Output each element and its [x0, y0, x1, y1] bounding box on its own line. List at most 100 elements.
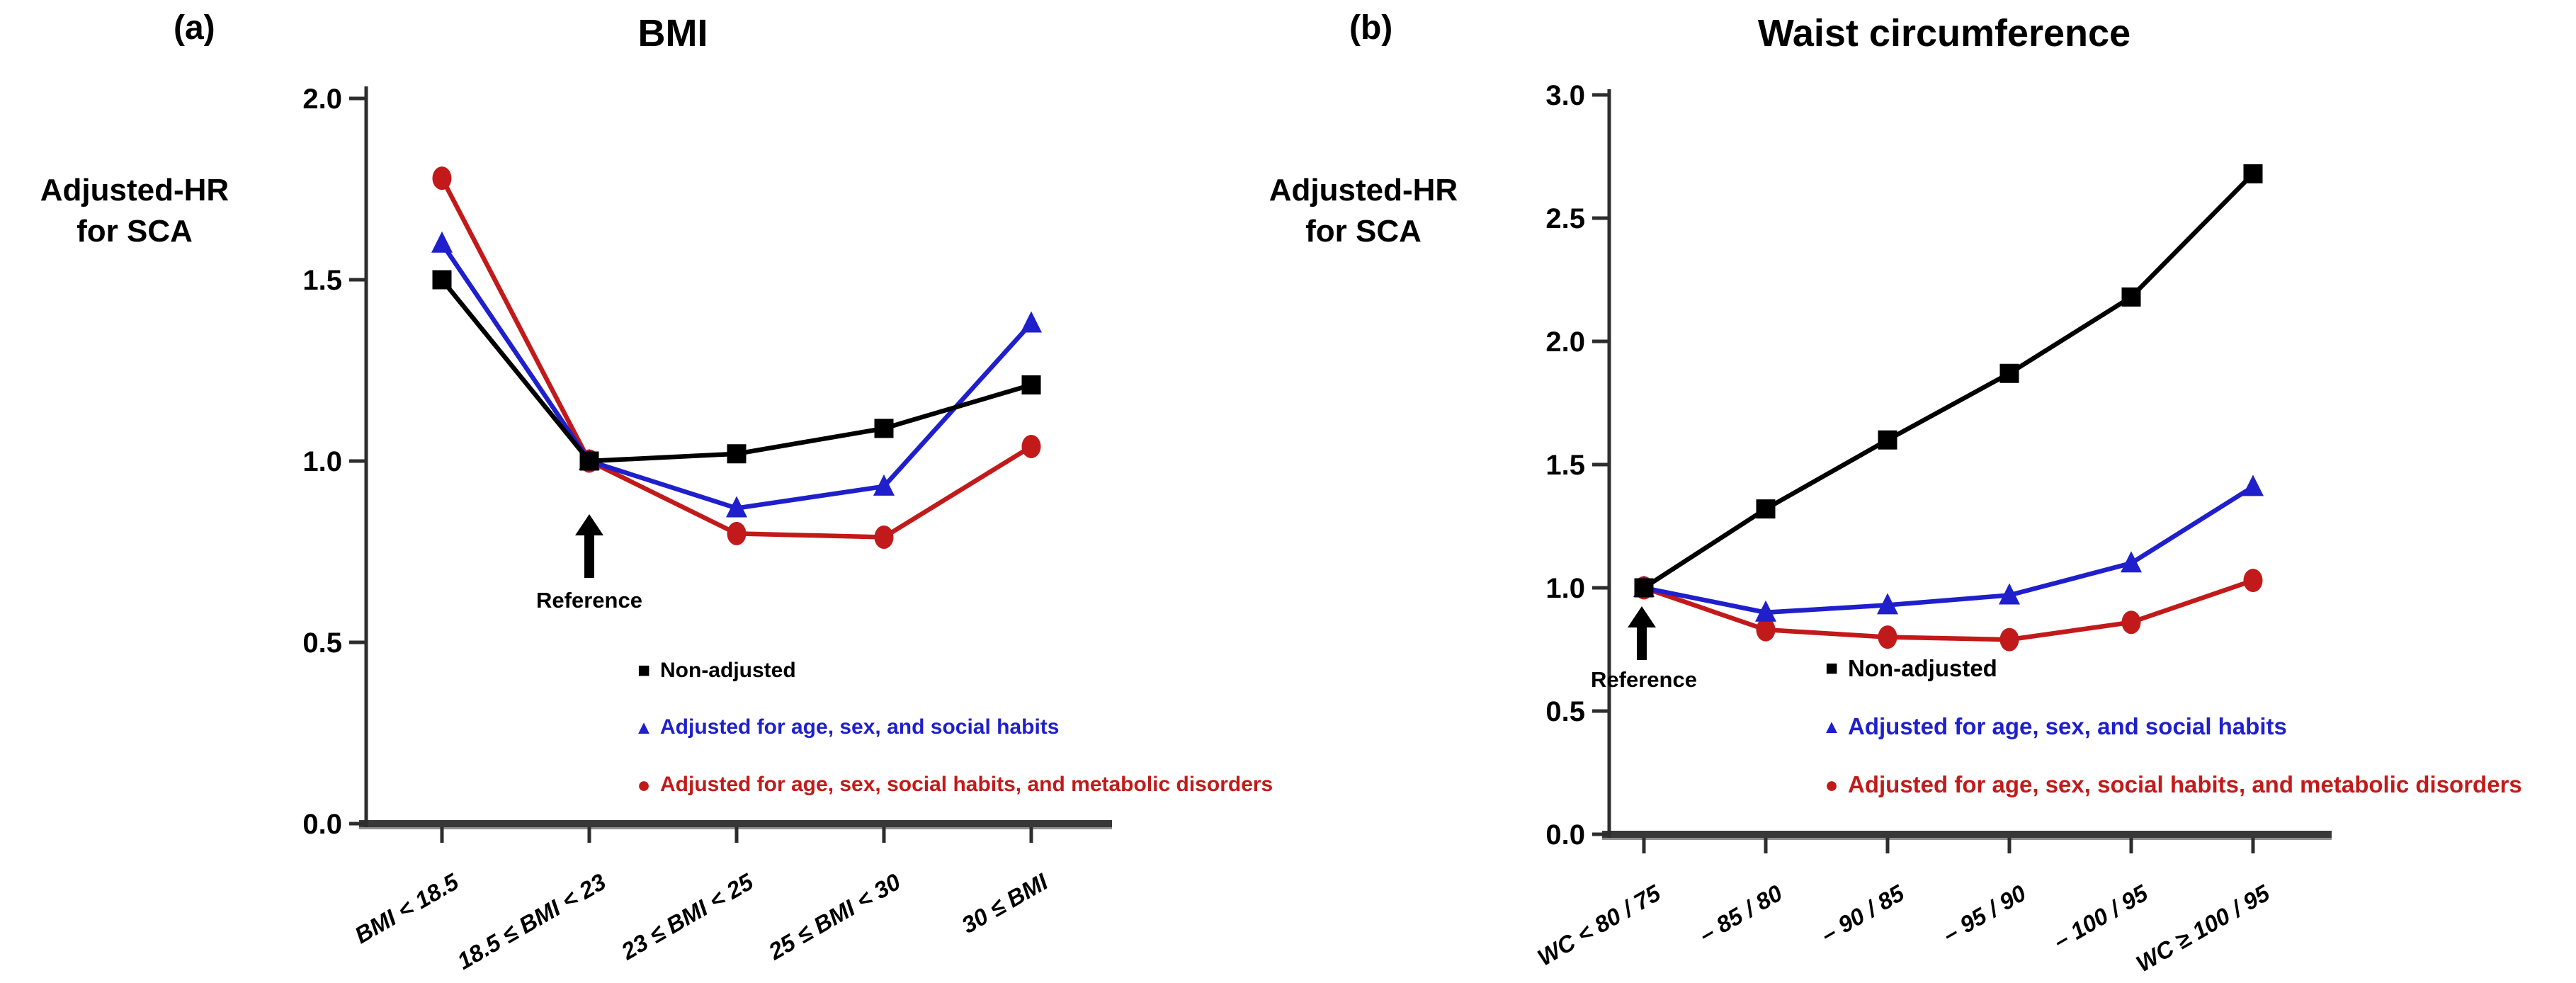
marker-triangle	[1877, 593, 1898, 615]
y-axis-label-b-line1: Adjusted-HR	[1269, 173, 1458, 208]
x-category-label: WC < 80 / 75	[1533, 880, 1665, 971]
x-category-label: 30 ≤ BMI	[957, 868, 1052, 938]
legend-label: Adjusted for age, sex, social habits, an…	[1848, 771, 2522, 797]
y-tick-label: 2.5	[1545, 203, 1585, 234]
series-line	[440, 177, 1033, 540]
x-category-label: WC ≥ 100 / 95	[2132, 880, 2275, 977]
reference-label-b: Reference	[1591, 667, 1697, 692]
x-category-label: – 100 / 95	[2049, 880, 2152, 955]
marker-square	[1878, 430, 1897, 450]
y-axis-tick	[1592, 709, 1609, 713]
x-axis-tick	[1885, 838, 1890, 853]
y-tick-label: 1.5	[1545, 450, 1585, 481]
legend-label: Non-adjusted	[1848, 655, 1997, 681]
x-category-label: 25 ≤ BMI < 30	[764, 868, 905, 965]
x-category-label: 23 ≤ BMI < 25	[616, 868, 758, 965]
legend-square-icon: ■	[1825, 657, 1839, 680]
marker-triangle	[873, 474, 895, 496]
series-line	[1642, 172, 2255, 590]
y-axis-label-b-line2: for SCA	[1305, 214, 1422, 249]
panel-letter-b: (b)	[1349, 9, 1393, 47]
y-tick-label: 1.0	[1545, 573, 1585, 604]
y-tick-label: 0.0	[1545, 819, 1585, 851]
marker-square	[1634, 578, 1654, 598]
legend-item: ● Adjusted for age, sex, social habits, a…	[628, 770, 1273, 800]
legend-item: ■ Non-adjusted	[628, 656, 796, 686]
legend-triangle-icon: ▲	[634, 717, 654, 738]
x-axis-tick	[1764, 838, 1768, 853]
marker-triangle	[1755, 600, 1776, 622]
y-axis-tick	[349, 822, 366, 826]
y-tick-label: 0.0	[302, 809, 342, 840]
y-tick-label: 0.5	[1545, 696, 1585, 727]
x-axis-tick	[882, 827, 886, 843]
x-axis-tick	[734, 827, 739, 843]
x-category-label: – 85 / 80	[1695, 880, 1787, 948]
legend-item: ▲ Adjusted for age, sex, and social habit…	[628, 712, 1060, 742]
marker-circle	[1021, 435, 1041, 459]
reference-label-a: Reference	[536, 588, 642, 613]
marker-square	[1756, 499, 1776, 519]
legend-item: ■ Non-adjusted	[1815, 654, 1997, 683]
legend-item: ▲ Adjusted for age, sex, and social habit…	[1815, 712, 2287, 741]
y-axis-tick	[1592, 339, 1609, 343]
marker-circle	[2121, 610, 2141, 635]
marker-circle	[727, 521, 747, 545]
series-line	[440, 242, 1033, 511]
marker-triangle	[1021, 311, 1042, 333]
x-axis-tick	[2251, 838, 2255, 853]
x-axis-line	[1602, 831, 2332, 838]
marker-square	[2243, 164, 2263, 183]
legend-circle-icon: ●	[637, 772, 651, 797]
y-tick-label: 1.0	[302, 446, 342, 477]
x-axis-tick	[440, 827, 444, 843]
y-axis-tick	[1592, 462, 1609, 467]
y-axis-tick	[1592, 93, 1609, 97]
marker-circle	[1756, 618, 1776, 642]
chart-title-waist-circumference: Waist circumference	[1757, 12, 2131, 55]
marker-circle	[432, 166, 452, 191]
panel-letter-a: (a)	[174, 9, 215, 47]
marker-circle	[2243, 569, 2263, 593]
marker-triangle	[431, 231, 453, 253]
marker-square	[2121, 287, 2141, 307]
y-tick-label: 3.0	[1545, 80, 1585, 111]
y-tick-label: 0.5	[302, 627, 342, 659]
y-tick-label: 2.0	[302, 84, 342, 115]
x-axis-tick	[2007, 838, 2012, 853]
legend-square-icon: ■	[637, 659, 651, 682]
reference-arrow-icon	[1628, 606, 1656, 660]
x-category-label: – 90 / 85	[1817, 880, 1909, 948]
chart-title-bmi: BMI	[637, 12, 708, 55]
marker-square	[874, 419, 894, 438]
x-axis-tick	[1029, 827, 1033, 843]
legend-label: Non-adjusted	[660, 659, 796, 682]
marker-triangle	[2242, 475, 2264, 496]
y-axis-tick	[1592, 216, 1609, 220]
y-axis-label-b: Adjusted-HR for SCA	[1269, 170, 1458, 252]
legend-label: Adjusted for age, sex, and social habits	[1848, 713, 2287, 739]
marker-square	[1021, 375, 1041, 394]
y-axis-tick	[1592, 832, 1609, 836]
legend-item: ● Adjusted for age, sex, social habits, a…	[1815, 770, 2522, 800]
marker-triangle	[1999, 583, 2020, 605]
x-axis-tick	[587, 827, 591, 843]
marker-triangle	[2121, 551, 2142, 573]
marker-square	[727, 444, 747, 464]
marker-circle	[1999, 627, 2019, 652]
x-axis-tick	[1642, 838, 1646, 853]
y-axis-tick	[349, 459, 366, 463]
legend-label: Adjusted for age, sex, and social habits	[660, 715, 1060, 739]
reference-arrow-icon	[575, 514, 603, 578]
series-line	[1643, 484, 2254, 615]
x-category-label: – 95 / 90	[1939, 880, 2031, 948]
y-axis-label-a: Adjusted-HR for SCA	[40, 170, 229, 252]
x-category-label: 18.5 ≤ BMI < 23	[453, 868, 610, 975]
marker-square	[579, 451, 599, 471]
legend-label: Adjusted for age, sex, social habits, an…	[660, 773, 1273, 796]
y-tick-label: 2.0	[1545, 326, 1585, 358]
legend-triangle-icon: ▲	[1822, 716, 1842, 737]
legend-circle-icon: ●	[1825, 772, 1839, 797]
y-axis-tick	[1592, 586, 1609, 590]
